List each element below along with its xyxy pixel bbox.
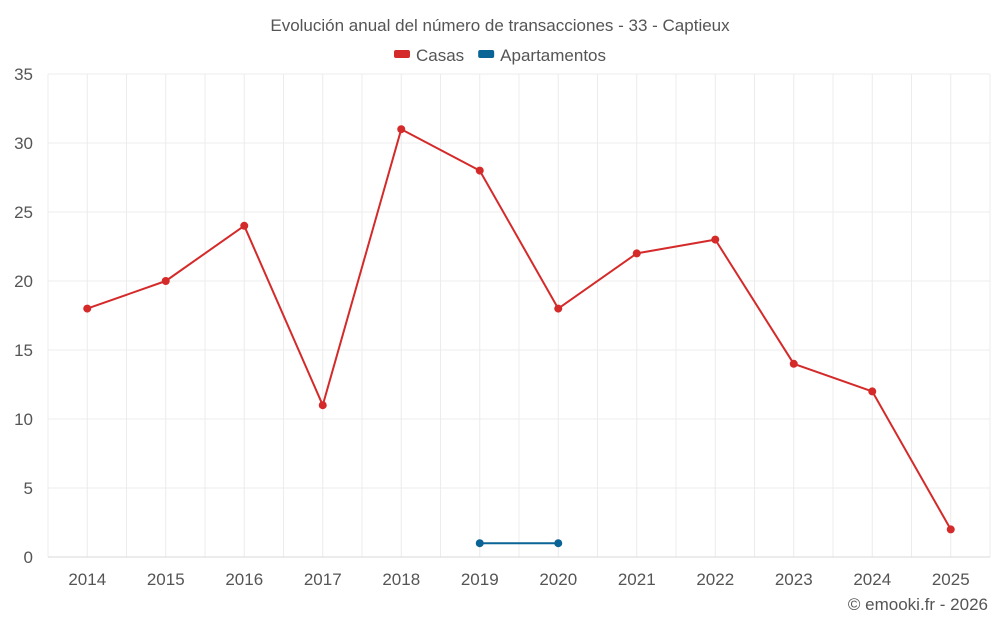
credit-label: © emooki.fr - 2026 (848, 595, 988, 614)
grid (47, 73, 991, 558)
x-tick-label: 2015 (147, 570, 185, 589)
series-layer (83, 125, 955, 548)
x-tick-label: 2014 (68, 570, 106, 589)
y-tick-label: 20 (14, 272, 33, 291)
y-tick-label: 15 (14, 341, 33, 360)
legend-label: Apartamentos (500, 46, 606, 65)
x-tick-label: 2018 (382, 570, 420, 589)
y-tick-label: 0 (24, 548, 33, 567)
y-tick-label: 35 (14, 65, 33, 84)
y-tick-label: 25 (14, 203, 33, 222)
legend: Casas Apartamentos (393, 46, 606, 65)
x-tick-label: 2021 (618, 570, 656, 589)
data-point (475, 539, 484, 548)
data-point (240, 221, 249, 230)
data-point (475, 166, 484, 175)
chart-title: Evolución anual del número de transaccio… (270, 16, 730, 35)
data-point (554, 304, 563, 313)
legend-swatch (393, 50, 410, 58)
y-tick-label: 5 (24, 479, 33, 498)
data-point (789, 359, 798, 368)
legend-item: Casas (393, 46, 464, 65)
legend-item: Apartamentos (478, 46, 606, 65)
legend-label: Casas (416, 46, 464, 65)
x-tick-label: 2020 (539, 570, 577, 589)
x-tick-label: 2024 (853, 570, 891, 589)
y-tick-label: 30 (14, 134, 33, 153)
series-casas (83, 125, 955, 534)
data-point (161, 277, 170, 285)
series-line (86, 128, 952, 530)
legend-swatch (478, 50, 495, 58)
y-axis: 0 5 10 15 20 25 30 35 (14, 65, 33, 567)
data-point (554, 539, 563, 548)
data-point (397, 125, 406, 134)
x-axis: 2014 2015 2016 2017 2018 2019 2020 2021 2022 2023… (68, 570, 969, 589)
data-point (946, 525, 955, 534)
data-point (318, 401, 327, 410)
data-point (83, 304, 92, 313)
x-tick-label: 2017 (304, 570, 342, 589)
x-tick-label: 2022 (696, 570, 734, 589)
data-point (868, 387, 877, 396)
x-tick-label: 2016 (225, 570, 263, 589)
data-point (711, 235, 720, 244)
series-apartamentos (475, 539, 563, 548)
y-tick-label: 10 (14, 410, 33, 429)
x-tick-label: 2025 (932, 570, 970, 589)
x-tick-label: 2019 (461, 570, 499, 589)
x-tick-label: 2023 (775, 570, 813, 589)
data-point (632, 249, 641, 258)
